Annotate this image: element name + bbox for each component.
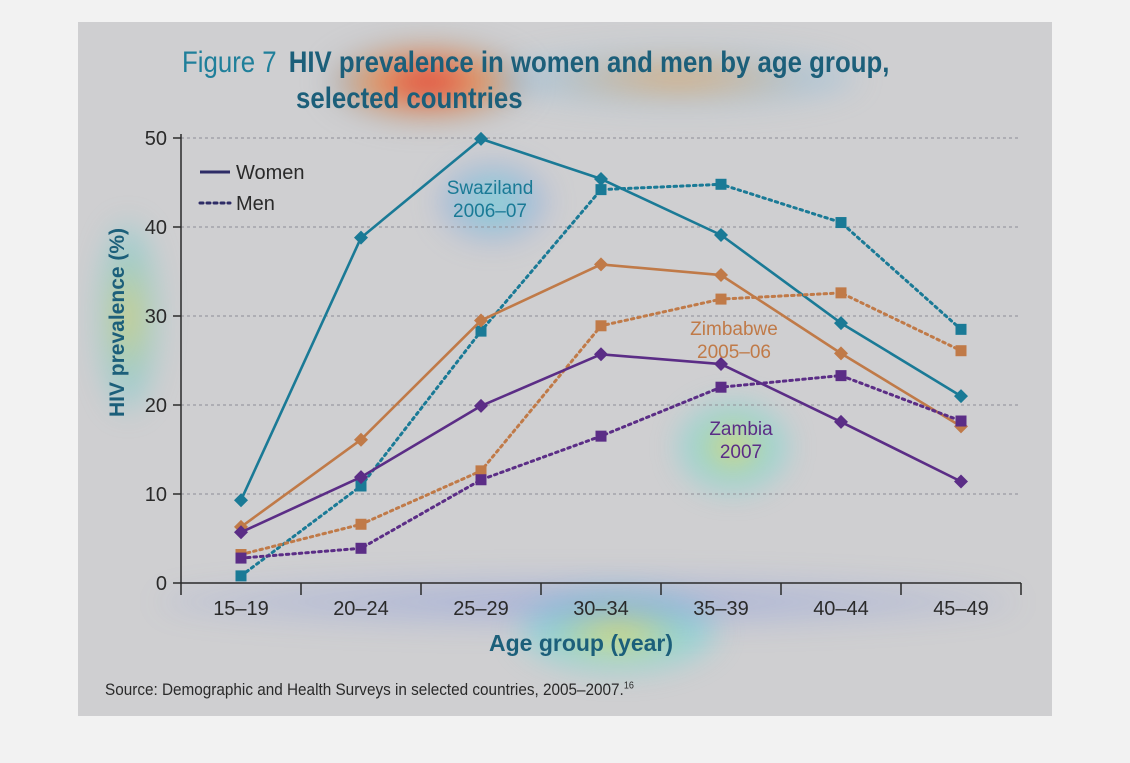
data-point-zambia-men xyxy=(955,415,967,427)
series-line-zimbabwe-women xyxy=(240,263,962,528)
annotation-swaziland-name: Swaziland xyxy=(447,178,534,199)
y-axis-title: HIV prevalence (%) xyxy=(106,228,129,417)
data-point-swaziland-women xyxy=(834,316,848,331)
data-point-zambia-women xyxy=(714,357,728,372)
source-footnote: 16 xyxy=(623,680,634,692)
data-point-zambia-women xyxy=(954,474,968,489)
figure-title-line1: HIV prevalence in women and men by age g… xyxy=(288,46,890,79)
data-point-zimbabwe-men xyxy=(595,320,607,332)
annotation-zimbabwe-year: 2005–06 xyxy=(697,342,771,363)
data-point-swaziland-women xyxy=(954,389,968,404)
figure-title-line2: selected countries xyxy=(296,82,523,115)
data-point-swaziland-men xyxy=(715,178,727,190)
series-group xyxy=(234,131,968,582)
data-point-swaziland-women xyxy=(234,493,248,508)
x-tick-label: 20–24 xyxy=(333,598,389,620)
x-tick-label: 25–29 xyxy=(453,598,509,620)
x-axis-title: Age group (year) xyxy=(489,630,673,656)
y-tick-label: 50 xyxy=(145,128,167,150)
data-point-zimbabwe-women xyxy=(594,257,608,272)
gridlines xyxy=(181,137,1021,495)
x-tick-label: 30–34 xyxy=(573,598,629,620)
data-point-swaziland-men xyxy=(355,480,367,492)
chart-svg: 0 10 20 30 40 50 15–19 20–24 25–29 30–34 35–39 40–4… xyxy=(106,128,1022,656)
series-line-zimbabwe-men xyxy=(239,291,963,556)
data-point-swaziland-men xyxy=(955,323,967,335)
y-tick-label: 40 xyxy=(145,217,167,239)
y-tick-label: 20 xyxy=(145,395,167,417)
data-point-zimbabwe-women xyxy=(474,313,488,328)
data-point-swaziland-women xyxy=(474,131,488,146)
x-tick-label: 35–39 xyxy=(693,598,749,620)
x-tick-label: 15–19 xyxy=(213,598,269,620)
data-point-zambia-women xyxy=(234,525,248,540)
data-point-zimbabwe-women xyxy=(354,432,368,447)
data-point-zambia-women xyxy=(354,470,368,485)
data-point-zimbabwe-men xyxy=(475,465,487,477)
data-point-zambia-men xyxy=(715,381,727,393)
axes: 0 10 20 30 40 50 15–19 20–24 25–29 30–34 35–39 40–4… xyxy=(106,128,1022,656)
legend-label-men: Men xyxy=(236,193,275,215)
data-point-zambia-women xyxy=(594,347,608,362)
data-point-zambia-men xyxy=(595,430,607,442)
annotation-zambia-year: 2007 xyxy=(720,442,762,463)
data-point-zimbabwe-men xyxy=(955,345,967,357)
data-point-zambia-women xyxy=(474,398,488,413)
data-point-swaziland-women xyxy=(714,228,728,243)
y-tick-label: 10 xyxy=(145,484,167,506)
data-point-zambia-men xyxy=(355,542,367,554)
source-text: Source: Demographic and Health Surveys i… xyxy=(105,680,624,699)
source-note: Source: Demographic and Health Surveys i… xyxy=(105,680,634,700)
data-point-swaziland-women xyxy=(354,230,368,245)
series-line-zambia-men xyxy=(239,374,963,560)
annotation-zambia-name: Zambia xyxy=(709,419,773,440)
y-tick-label: 0 xyxy=(156,573,167,595)
data-point-zimbabwe-women xyxy=(714,268,728,283)
legend-label-women: Women xyxy=(236,162,305,184)
x-tick-label: 40–44 xyxy=(813,598,869,620)
data-point-zambia-men xyxy=(835,370,847,382)
data-point-swaziland-men xyxy=(835,217,847,229)
data-point-swaziland-women xyxy=(594,171,608,186)
data-point-swaziland-men xyxy=(595,184,607,196)
data-point-swaziland-men xyxy=(475,325,487,337)
x-tick-label: 45–49 xyxy=(933,598,989,620)
data-point-zambia-men xyxy=(475,474,487,486)
data-point-zimbabwe-men xyxy=(835,287,847,299)
data-point-zambia-men xyxy=(235,552,247,564)
figure-title: Figure 7 HIV prevalence in women and men … xyxy=(182,46,889,80)
figure-label: Figure 7 xyxy=(182,46,277,79)
figure-panel: Figure 7 HIV prevalence in women and men … xyxy=(78,22,1052,716)
data-point-swaziland-men xyxy=(235,570,247,582)
y-tick-label: 30 xyxy=(145,306,167,328)
data-point-zimbabwe-women xyxy=(834,346,848,361)
annotation-zimbabwe-name: Zimbabwe xyxy=(690,319,778,340)
data-point-zambia-women xyxy=(834,414,848,429)
legend: Women Men xyxy=(198,162,305,215)
data-point-zimbabwe-men xyxy=(715,293,727,305)
data-point-zimbabwe-men xyxy=(355,518,367,530)
annotation-swaziland-year: 2006–07 xyxy=(453,201,527,222)
